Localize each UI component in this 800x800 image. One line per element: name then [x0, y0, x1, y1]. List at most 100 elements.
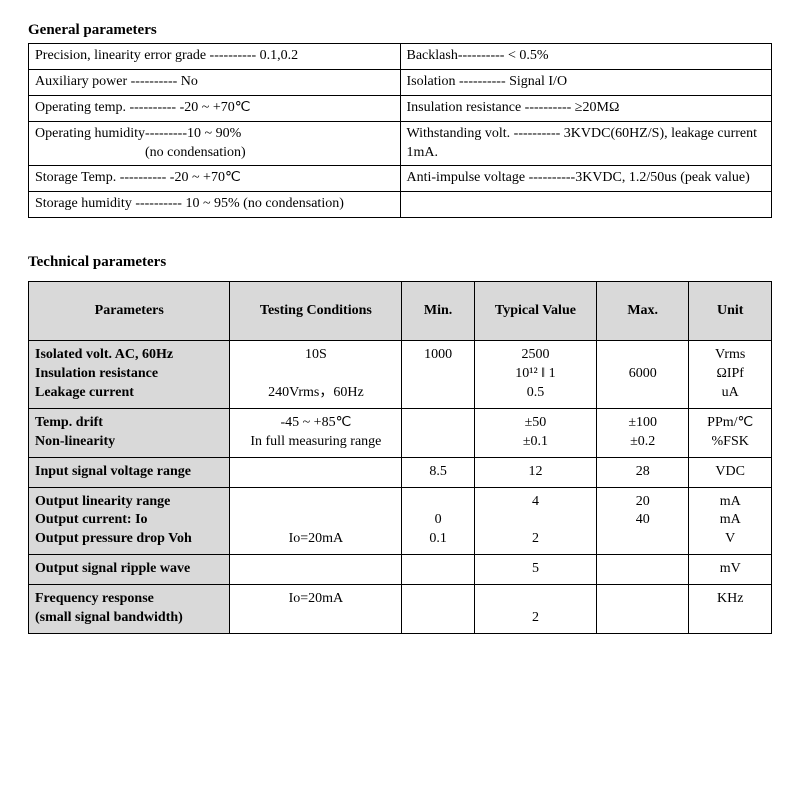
max-cell: 6000 — [597, 341, 689, 409]
general-parameters-table: Precision, linearity error grade -------… — [28, 43, 772, 218]
param-cell: Isolated volt. AC, 60Hz Insulation resis… — [29, 341, 230, 409]
cond-text: Io=20mA — [236, 590, 395, 609]
cond-cell: Io=20mA — [230, 585, 402, 634]
th-typical: Typical Value — [474, 282, 596, 341]
table-row: Output linearity range Output current: I… — [29, 487, 772, 555]
unit-cell: VDC — [689, 457, 772, 487]
table-row: Auxiliary power ---------- No Isolation … — [29, 69, 772, 95]
technical-parameters-table: Parameters Testing Conditions Min. Typic… — [28, 281, 772, 634]
th-unit: Unit — [689, 282, 772, 341]
typ-text: 2 — [481, 530, 590, 549]
table-row: Input signal voltage range 8.5 12 28 VDC — [29, 457, 772, 487]
gen-cell: Anti-impulse voltage ----------3KVDC, 1.… — [400, 166, 772, 192]
technical-parameters-title: Technical parameters — [28, 254, 772, 271]
table-row: Storage humidity ---------- 10 ~ 95% (no… — [29, 192, 772, 218]
general-parameters-title: General parameters — [28, 22, 772, 39]
param-cell: Frequency response (small signal bandwid… — [29, 585, 230, 634]
table-row: Output signal ripple wave 5 mV — [29, 555, 772, 585]
table-row: Storage Temp. ---------- -20 ~ +70℃ Anti… — [29, 166, 772, 192]
unit-cell: mA mA V — [689, 487, 772, 555]
cond-text: Io=20mA — [236, 530, 395, 549]
table-row: Precision, linearity error grade -------… — [29, 44, 772, 70]
gen-cell — [400, 192, 772, 218]
gen-text-indent: (no condensation) — [35, 144, 394, 163]
typ-cell: 12 — [474, 457, 596, 487]
typ-text: 2500 — [481, 346, 590, 365]
max-text: ±100 — [603, 414, 682, 433]
th-max: Max. — [597, 282, 689, 341]
param-text: Leakage current — [35, 384, 223, 403]
table-row: Temp. drift Non-linearity -45 ~ +85℃ In … — [29, 408, 772, 457]
param-cell: Output linearity range Output current: I… — [29, 487, 230, 555]
unit-text: PPm/℃ — [695, 414, 765, 433]
max-text: 40 — [603, 511, 682, 530]
unit-cell: PPm/℃ %FSK — [689, 408, 772, 457]
cond-text: -45 ~ +85℃ — [236, 414, 395, 433]
typ-text: ±50 — [481, 414, 590, 433]
param-cell: Temp. drift Non-linearity — [29, 408, 230, 457]
gen-cell: Isolation ---------- Signal I/O — [400, 69, 772, 95]
th-parameters: Parameters — [29, 282, 230, 341]
table-row: Operating humidity---------10 ~ 90% (no … — [29, 121, 772, 166]
param-text: Insulation resistance — [35, 365, 223, 384]
unit-cell: mV — [689, 555, 772, 585]
param-text: Isolated volt. AC, 60Hz — [35, 346, 223, 365]
cond-cell — [230, 555, 402, 585]
typ-text: 4 — [481, 493, 590, 512]
min-cell: 1000 — [402, 341, 475, 409]
table-header-row: Parameters Testing Conditions Min. Typic… — [29, 282, 772, 341]
min-cell: 8.5 — [402, 457, 475, 487]
gen-cell: Insulation resistance ---------- ≥20MΩ — [400, 95, 772, 121]
min-cell — [402, 408, 475, 457]
typ-text: 0.5 — [481, 384, 590, 403]
table-row: Frequency response (small signal bandwid… — [29, 585, 772, 634]
gen-cell: Operating temp. ---------- -20 ~ +70℃ — [29, 95, 401, 121]
typ-text: 2 — [481, 609, 590, 628]
unit-text: Vrms — [695, 346, 765, 365]
typ-cell: 4 2 — [474, 487, 596, 555]
unit-text: mA — [695, 493, 765, 512]
gen-cell: Auxiliary power ---------- No — [29, 69, 401, 95]
param-cell: Input signal voltage range — [29, 457, 230, 487]
min-cell — [402, 585, 475, 634]
typ-cell: 5 — [474, 555, 596, 585]
typ-cell: 2 — [474, 585, 596, 634]
cond-text: In full measuring range — [236, 433, 395, 452]
unit-cell: Vrms ΩIPf uA — [689, 341, 772, 409]
max-cell: 20 40 — [597, 487, 689, 555]
min-text: 0 — [408, 511, 468, 530]
th-testing-conditions: Testing Conditions — [230, 282, 402, 341]
cond-text: 240Vrms，60Hz — [236, 384, 395, 403]
min-text: 1000 — [408, 346, 468, 365]
min-cell — [402, 555, 475, 585]
max-text: 20 — [603, 493, 682, 512]
typ-text: 10¹² ‖ 1 — [481, 365, 590, 384]
typ-cell: 2500 10¹² ‖ 1 0.5 — [474, 341, 596, 409]
gen-cell: Storage Temp. ---------- -20 ~ +70℃ — [29, 166, 401, 192]
param-text: Frequency response — [35, 590, 223, 609]
gen-cell: Precision, linearity error grade -------… — [29, 44, 401, 70]
gen-cell: Withstanding volt. ---------- 3KVDC(60HZ… — [400, 121, 772, 166]
table-row: Isolated volt. AC, 60Hz Insulation resis… — [29, 341, 772, 409]
param-text: Temp. drift — [35, 414, 223, 433]
min-cell: 0 0.1 — [402, 487, 475, 555]
cond-cell: Io=20mA — [230, 487, 402, 555]
min-text: 0.1 — [408, 530, 468, 549]
max-cell — [597, 555, 689, 585]
unit-text: ΩIPf — [695, 365, 765, 384]
param-cell: Output signal ripple wave — [29, 555, 230, 585]
param-text: Non-linearity — [35, 433, 223, 452]
unit-text: %FSK — [695, 433, 765, 452]
unit-text: KHz — [695, 590, 765, 609]
th-min: Min. — [402, 282, 475, 341]
max-text: 6000 — [603, 365, 682, 384]
param-text: Output linearity range — [35, 493, 223, 512]
max-text: ±0.2 — [603, 433, 682, 452]
cond-cell — [230, 457, 402, 487]
param-text: (small signal bandwidth) — [35, 609, 223, 628]
unit-text: V — [695, 530, 765, 549]
unit-text: mA — [695, 511, 765, 530]
gen-cell: Operating humidity---------10 ~ 90% (no … — [29, 121, 401, 166]
param-text: Output pressure drop Voh — [35, 530, 223, 549]
typ-text: ±0.1 — [481, 433, 590, 452]
